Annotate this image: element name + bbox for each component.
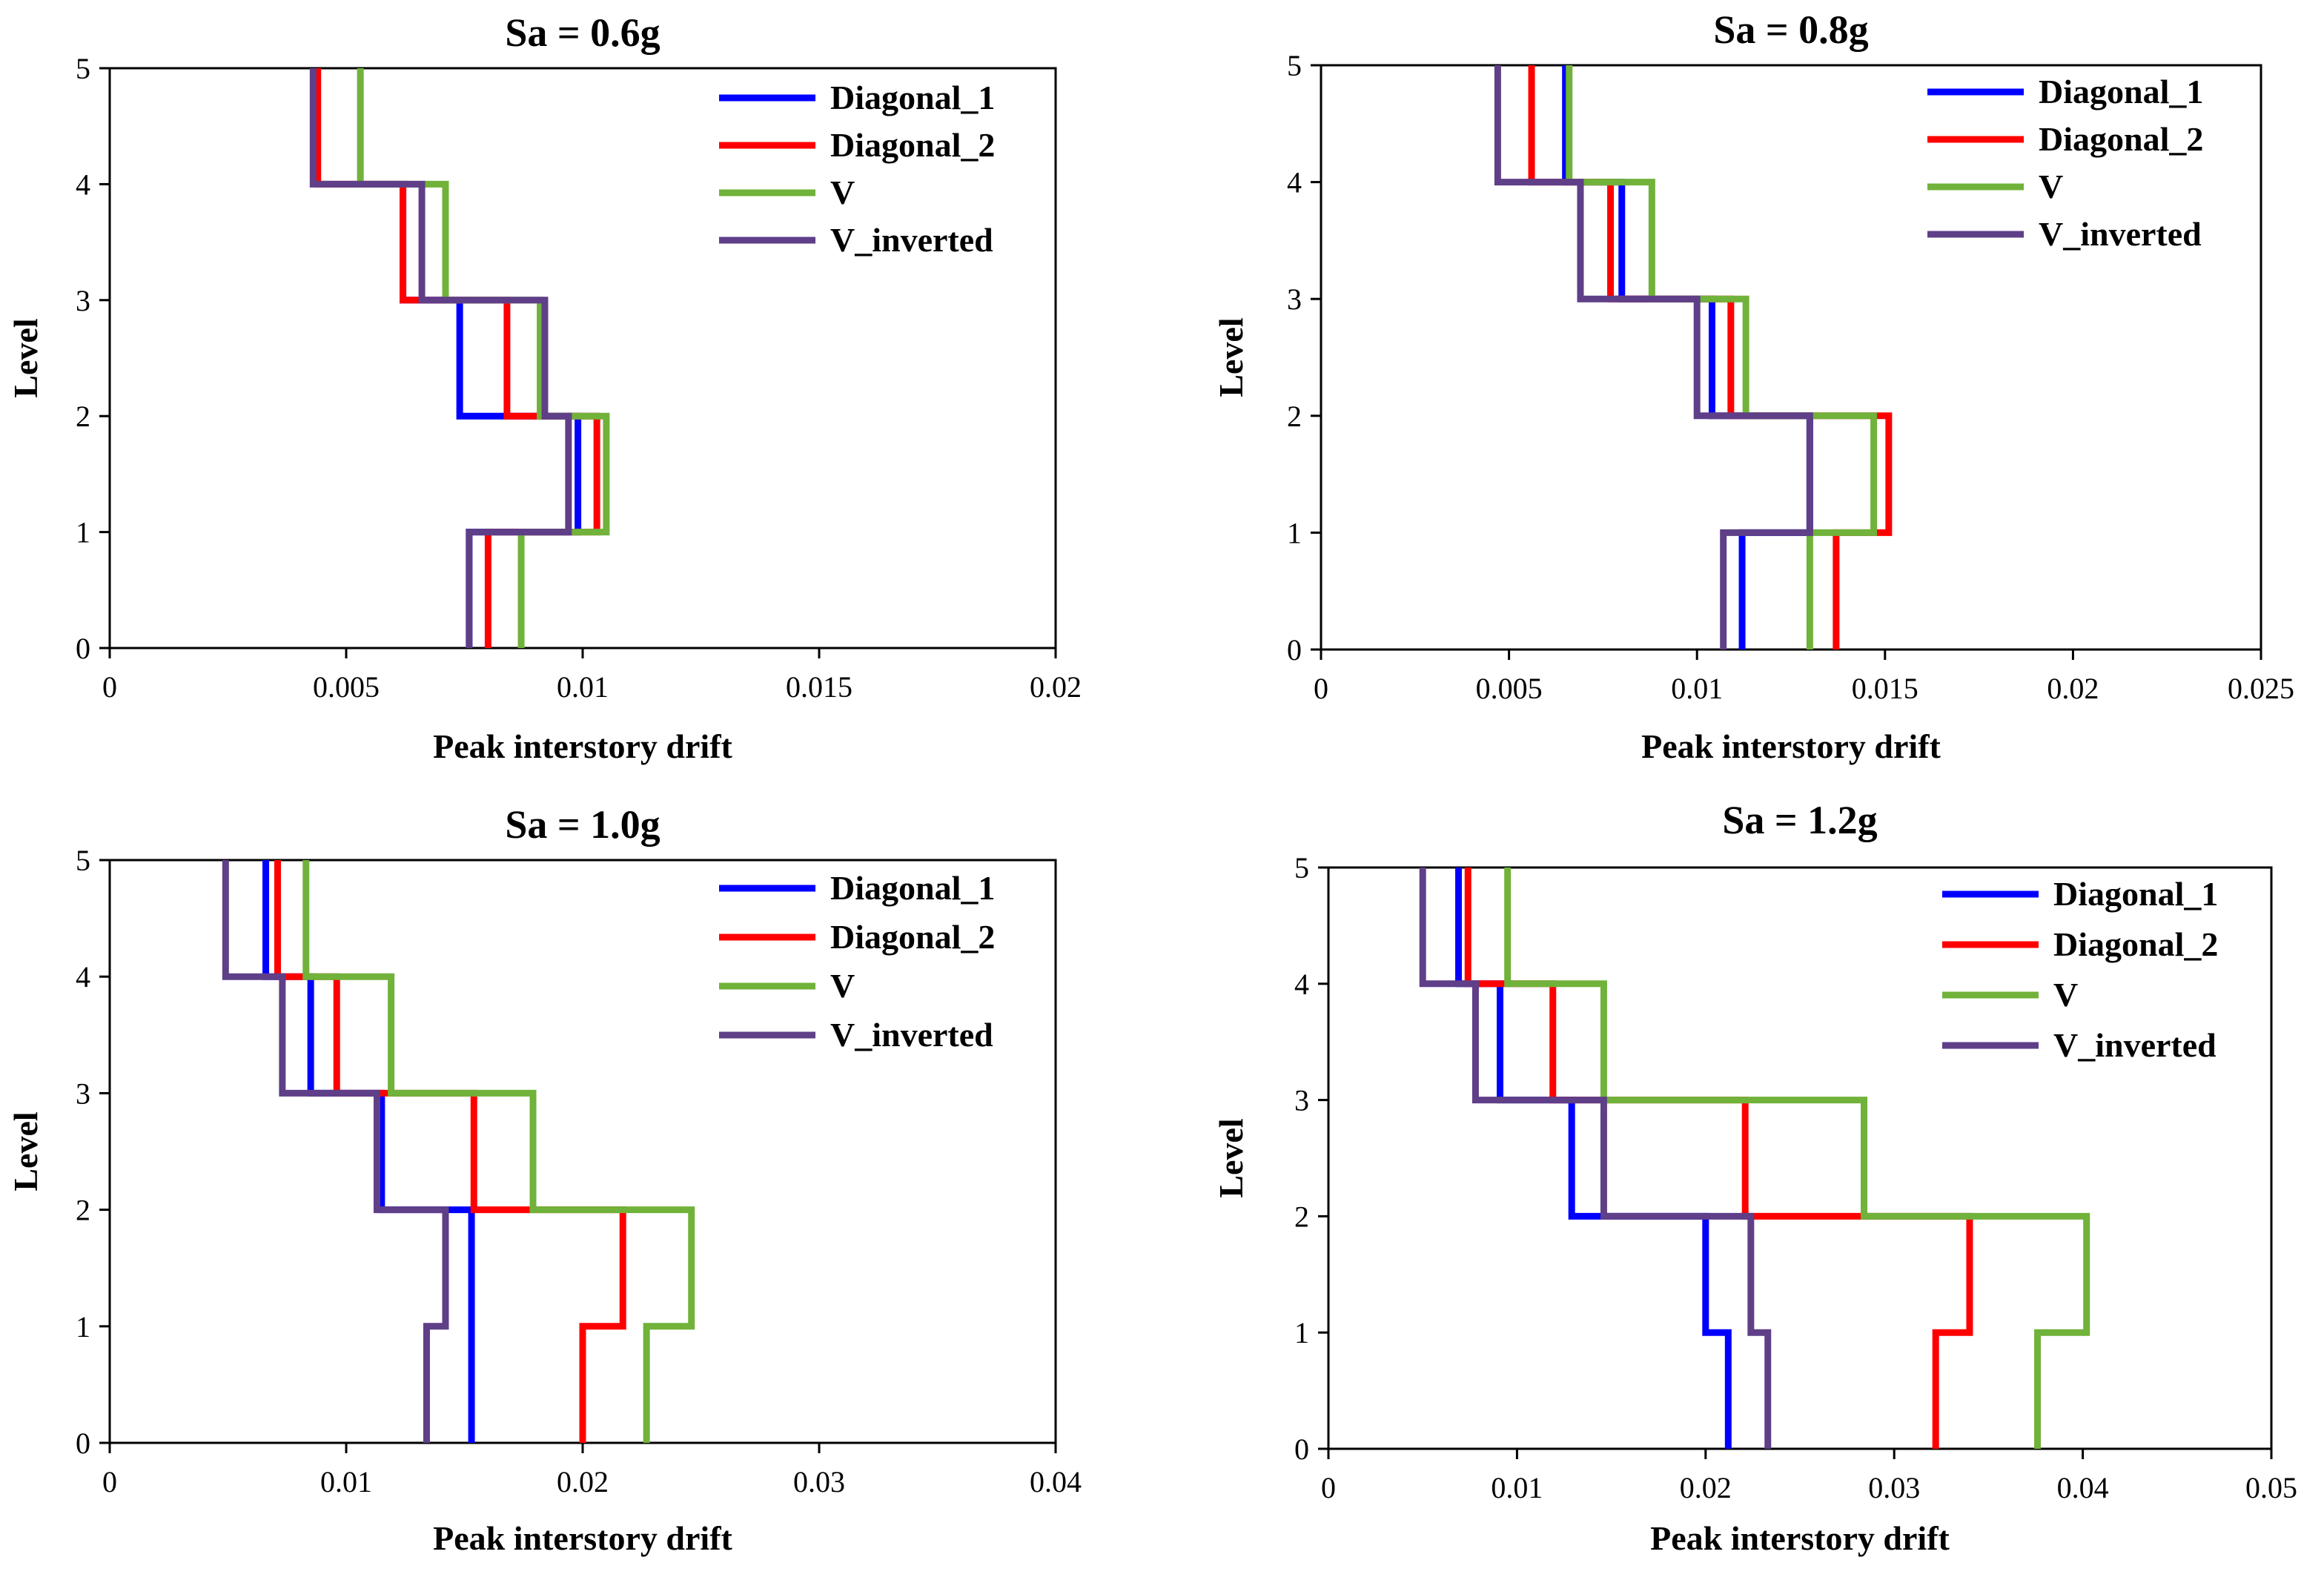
legend-label: Diagonal_1 xyxy=(2039,73,2203,110)
legend-label: Diagonal_2 xyxy=(830,126,995,164)
x-tick-label: 0 xyxy=(102,1465,117,1498)
legend: Diagonal_1 Diagonal_2 V V_inverted xyxy=(1942,875,2218,1064)
y-tick-label: 2 xyxy=(76,1194,90,1227)
x-axis-label: Peak interstory drift xyxy=(433,727,732,765)
y-axis-label: Level xyxy=(1212,1118,1250,1197)
x-tick-label: 0.03 xyxy=(793,1465,845,1498)
x-tick-label: 0.025 xyxy=(2228,672,2294,705)
x-tick-label: 0.005 xyxy=(313,670,380,704)
y-tick-label: 5 xyxy=(76,844,90,877)
x-tick-label: 0.04 xyxy=(2057,1471,2109,1504)
legend-label: Diagonal_1 xyxy=(2053,875,2218,913)
x-tick-label: 0 xyxy=(1314,672,1328,705)
legend-label: Diagonal_1 xyxy=(830,79,995,116)
y-tick-label: 2 xyxy=(1287,400,1302,433)
x-axis-label: Peak interstory drift xyxy=(1641,727,1941,765)
legend-label: V_inverted xyxy=(2039,215,2202,253)
y-tick-label: 5 xyxy=(1294,851,1309,885)
x-tick-label: 0.015 xyxy=(1852,672,1919,705)
y-tick-label: 4 xyxy=(1287,166,1302,199)
plot-frame xyxy=(1320,64,2262,651)
legend-label: V xyxy=(2039,168,2063,205)
y-tick-label: 0 xyxy=(76,1427,90,1460)
legend-label: V xyxy=(2053,976,2078,1014)
legend-label: Diagonal_2 xyxy=(2053,925,2218,963)
x-tick-label: 0.01 xyxy=(1491,1471,1543,1504)
x-tick-label: 0.005 xyxy=(1476,672,1543,705)
series-line-diagonal-1 xyxy=(1562,65,1813,650)
plot-frame xyxy=(1327,866,2273,1450)
y-tick-label: 5 xyxy=(76,52,90,85)
chart-panel-3: 0 0.01 0.02 0.03 0.04 0 1 2 3 4 5 Sa = 1.0g Peak int… xyxy=(7,802,1082,1557)
chart-panel-1: 0 0.005 0.01 0.015 0.02 0 1 2 3 4 5 Sa = 0.6g Peak i… xyxy=(7,10,1082,765)
y-tick-label: 1 xyxy=(1287,516,1302,549)
y-tick-label: 3 xyxy=(1287,282,1302,316)
legend-label: V_inverted xyxy=(830,221,993,259)
chart-title: Sa = 1.0g xyxy=(505,802,660,847)
legend-label: Diagonal_2 xyxy=(2039,120,2203,158)
y-tick-label: 1 xyxy=(76,516,90,549)
series-line-v-inverted xyxy=(222,860,449,1443)
series-line-diagonal-1 xyxy=(262,860,475,1443)
x-tick-label: 0.02 xyxy=(2047,672,2099,705)
chart-title: Sa = 1.2g xyxy=(1722,798,1877,842)
x-tick-label: 0.02 xyxy=(557,1465,609,1498)
y-axis-label: Level xyxy=(7,318,44,397)
x-tick-label: 0.01 xyxy=(1671,672,1723,705)
y-axis-label: Level xyxy=(1212,317,1250,397)
y-tick-label: 3 xyxy=(76,284,90,317)
x-tick-label: 0.02 xyxy=(1030,670,1082,704)
series-line-v-inverted xyxy=(1494,65,1813,650)
series-line-v xyxy=(1566,65,1878,650)
x-tick-label: 0.05 xyxy=(2245,1471,2297,1504)
legend: Diagonal_1 Diagonal_2 V V_inverted xyxy=(1927,73,2203,253)
x-axis-label: Peak interstory drift xyxy=(1650,1519,1950,1557)
series-line-v xyxy=(1504,867,2090,1449)
chart-title: Sa = 0.8g xyxy=(1713,7,1868,52)
series-line-diagonal-1 xyxy=(1455,867,1732,1449)
x-tick-label: 0 xyxy=(1321,1471,1336,1504)
y-tick-label: 2 xyxy=(76,400,90,433)
legend: Diagonal_1 Diagonal_2 V V_inverted xyxy=(719,869,995,1054)
x-tick-label: 0 xyxy=(102,670,117,704)
series-line-v xyxy=(357,68,610,648)
y-tick-label: 2 xyxy=(1294,1200,1309,1233)
series-line-v-inverted xyxy=(1419,867,1772,1449)
x-tick-label: 0.04 xyxy=(1030,1465,1082,1498)
y-tick-label: 3 xyxy=(76,1077,90,1110)
y-tick-label: 0 xyxy=(76,632,90,665)
x-tick-label: 0.01 xyxy=(557,670,609,704)
legend-label: Diagonal_2 xyxy=(830,918,995,956)
x-tick-label: 0.01 xyxy=(320,1465,372,1498)
y-tick-label: 1 xyxy=(76,1310,90,1344)
y-tick-label: 5 xyxy=(1287,49,1302,82)
series-line-v-inverted xyxy=(309,68,572,648)
legend-label: V_inverted xyxy=(2053,1026,2217,1064)
series-line-diagonal-2 xyxy=(274,860,626,1443)
x-tick-label: 0.015 xyxy=(786,670,853,704)
legend-label: V_inverted xyxy=(830,1016,993,1054)
y-tick-label: 0 xyxy=(1287,633,1302,667)
y-tick-label: 4 xyxy=(1294,968,1309,1001)
series-line-diagonal-2 xyxy=(1464,867,1973,1449)
y-tick-label: 0 xyxy=(1294,1432,1309,1466)
legend: Diagonal_1 Diagonal_2 V V_inverted xyxy=(719,79,995,259)
y-tick-label: 4 xyxy=(76,960,90,994)
chart-panel-2: 0 0.005 0.01 0.015 0.02 0.025 0 1 2 3 4 5 Sa = 0.8g P… xyxy=(1212,7,2294,765)
y-tick-label: 1 xyxy=(1294,1316,1309,1349)
y-axis-label: Level xyxy=(7,1111,44,1191)
series-line-v xyxy=(302,860,695,1443)
chart-panel-4: 0 0.01 0.02 0.03 0.04 0.05 0 1 2 3 4 5 Sa = 1.2g Peak… xyxy=(1212,798,2297,1557)
x-tick-label: 0.02 xyxy=(1680,1471,1732,1504)
y-tick-label: 3 xyxy=(1294,1084,1309,1117)
x-tick-label: 0.03 xyxy=(1868,1471,1920,1504)
legend-label: V xyxy=(830,967,855,1005)
legend-label: Diagonal_1 xyxy=(830,869,995,907)
x-axis-label: Peak interstory drift xyxy=(433,1519,732,1557)
legend-label: V xyxy=(830,173,855,211)
chart-title: Sa = 0.6g xyxy=(505,10,660,55)
y-tick-label: 4 xyxy=(76,168,90,201)
